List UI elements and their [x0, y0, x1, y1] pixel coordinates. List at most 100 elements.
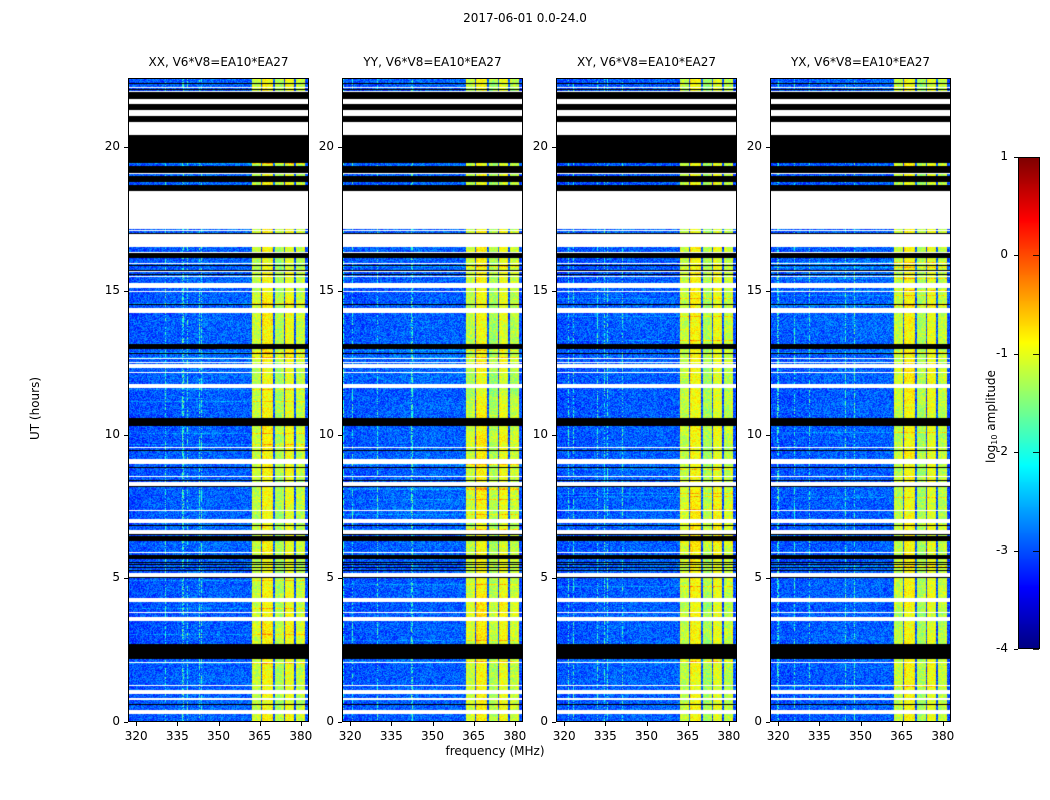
panel-xx-xtick-mark-365: [260, 722, 261, 726]
x-axis-label: frequency (MHz): [445, 744, 545, 758]
colorbar-inner-tick-1: [1033, 157, 1039, 158]
panel-xy-ytick-mark-15: [552, 291, 556, 292]
panel-xx-ytick-label-10: 10: [104, 426, 120, 441]
panel-yy-ytick-mark-20: [338, 147, 342, 148]
panel-xy-ytick-mark-10: [552, 435, 556, 436]
panel-yx-spectrogram: [771, 79, 950, 721]
panel-yy-axes[interactable]: [342, 78, 523, 722]
colorbar-inner-tick--2: [1033, 452, 1039, 453]
panel-yx-ytick-mark-0: [766, 722, 770, 723]
colorbar-tick-label--1: -1: [996, 345, 1008, 360]
panel-yy-xtick-mark-335: [391, 722, 392, 726]
panel-xx-xtick-label-380: 380: [289, 729, 313, 743]
panel-xx-ytick-mark-20: [124, 147, 128, 148]
colorbar-tick-label-0: 0: [1000, 247, 1008, 262]
panel-xy-ytick-mark-0: [552, 722, 556, 723]
panel-xy-xtick-label-350: 350: [635, 729, 658, 743]
panel-xx-xtick-mark-335: [177, 722, 178, 726]
panel-yx-xtick-mark-365: [902, 722, 903, 726]
colorbar-tick-mark-1: [1014, 157, 1018, 158]
panel-xx-xtick-mark-350: [219, 722, 220, 726]
colorbar-tick-label--3: -3: [996, 542, 1008, 557]
panel-xx-ytick-label-5: 5: [112, 570, 120, 585]
colorbar-tick-mark--4: [1014, 649, 1018, 650]
panel-yy-ytick-label-15: 15: [318, 282, 334, 297]
panel-xy-spectrogram: [557, 79, 736, 721]
panel-yx-ytick-label-5: 5: [754, 570, 762, 585]
colorbar: [1018, 157, 1040, 649]
panel-xx-title: XX, V6*V8=EA10*EA27: [148, 55, 289, 69]
panel-yx-xtick-label-335: 335: [807, 729, 831, 743]
colorbar-tick-label--4: -4: [996, 641, 1008, 655]
panel-yy-xtick-label-320: 320: [338, 729, 362, 743]
figure-suptitle: 2017-06-01 0.0-24.0: [463, 11, 587, 25]
panel-yx-xtick-mark-335: [819, 722, 820, 726]
panel-xx-ytick-mark-10: [124, 435, 128, 436]
panel-yx-ytick-label-0: 0: [754, 714, 762, 728]
panel-xx-xtick-label-365: 365: [248, 729, 272, 743]
panel-yx-ytick-mark-15: [766, 291, 770, 292]
panel-xy-xtick-mark-365: [688, 722, 689, 726]
colorbar-tick-mark--1: [1014, 354, 1018, 355]
panel-xx-ytick-mark-5: [124, 578, 128, 579]
panel-yx-ytick-label-15: 15: [746, 282, 762, 297]
panel-xy-xtick-mark-320: [564, 722, 565, 726]
panel-yy-xtick-label-350: 350: [421, 729, 444, 743]
panel-yx-title: YX, V6*V8=EA10*EA27: [790, 55, 931, 69]
panel-yy-title: YY, V6*V8=EA10*EA27: [363, 55, 502, 69]
panel-xy-ytick-label-20: 20: [532, 139, 548, 153]
panel-xy-ytick-label-10: 10: [532, 426, 548, 441]
colorbar-tick-mark--3: [1014, 551, 1018, 552]
panel-yy-xtick-label-380: 380: [503, 729, 527, 743]
panel-xy-ytick-mark-5: [552, 578, 556, 579]
colorbar-tick-mark-0: [1014, 255, 1018, 256]
panel-yx-ytick-mark-10: [766, 435, 770, 436]
panel-xy-xtick-mark-350: [647, 722, 648, 726]
panel-yx-xtick-mark-320: [778, 722, 779, 726]
panel-xy-axes[interactable]: [556, 78, 737, 722]
panel-xy-title: XY, V6*V8=EA10*EA27: [576, 55, 717, 69]
panel-yx-axes[interactable]: [770, 78, 951, 722]
colorbar-label-prefix: log: [984, 444, 998, 463]
panel-yy-ytick-mark-15: [338, 291, 342, 292]
panel-xx-ytick-label-20: 20: [104, 139, 120, 153]
colorbar-gradient: [1019, 158, 1039, 648]
panel-xy-xtick-mark-335: [605, 722, 606, 726]
panel-yx-ytick-mark-5: [766, 578, 770, 579]
panel-yy-xtick-label-365: 365: [462, 729, 486, 743]
panel-xy-xtick-mark-380: [729, 722, 730, 726]
panel-yy-ytick-label-20: 20: [318, 139, 334, 153]
colorbar-tick-mark--2: [1014, 452, 1018, 453]
colorbar-inner-tick--1: [1033, 354, 1039, 355]
panel-yx-xtick-mark-350: [861, 722, 862, 726]
panel-yy-ytick-mark-5: [338, 578, 342, 579]
panel-yx-xtick-label-365: 365: [890, 729, 914, 743]
panel-xx-xtick-label-335: 335: [165, 729, 189, 743]
colorbar-label-subscript: 10: [990, 434, 999, 445]
panel-xy-ytick-mark-20: [552, 147, 556, 148]
panel-yy-xtick-mark-350: [433, 722, 434, 726]
panel-yx-ytick-label-10: 10: [746, 426, 762, 441]
panel-yy-ytick-mark-10: [338, 435, 342, 436]
panel-xy-xtick-label-335: 335: [593, 729, 617, 743]
y-axis-label: UT (hours): [28, 376, 42, 440]
panel-xx-xtick-mark-380: [301, 722, 302, 726]
panel-yy-ytick-label-10: 10: [318, 426, 334, 441]
panel-yy-ytick-mark-0: [338, 722, 342, 723]
panel-xx-xtick-label-320: 320: [124, 729, 148, 743]
panel-xy-xtick-label-320: 320: [552, 729, 576, 743]
colorbar-tick-label--2: -2: [996, 444, 1008, 459]
panel-xx-xtick-mark-320: [136, 722, 137, 726]
panel-yy-ytick-label-0: 0: [326, 714, 334, 728]
panel-yx-ytick-mark-20: [766, 147, 770, 148]
colorbar-label: log10 amplitude: [984, 370, 999, 463]
panel-yy-ytick-label-5: 5: [326, 570, 334, 585]
panel-yy-xtick-label-335: 335: [379, 729, 403, 743]
panel-xx-axes[interactable]: [128, 78, 309, 722]
colorbar-inner-tick-0: [1033, 255, 1039, 256]
panel-yx-xtick-label-320: 320: [766, 729, 790, 743]
panel-xx-ytick-mark-15: [124, 291, 128, 292]
colorbar-inner-tick--4: [1033, 649, 1039, 650]
panel-xx-ytick-mark-0: [124, 722, 128, 723]
